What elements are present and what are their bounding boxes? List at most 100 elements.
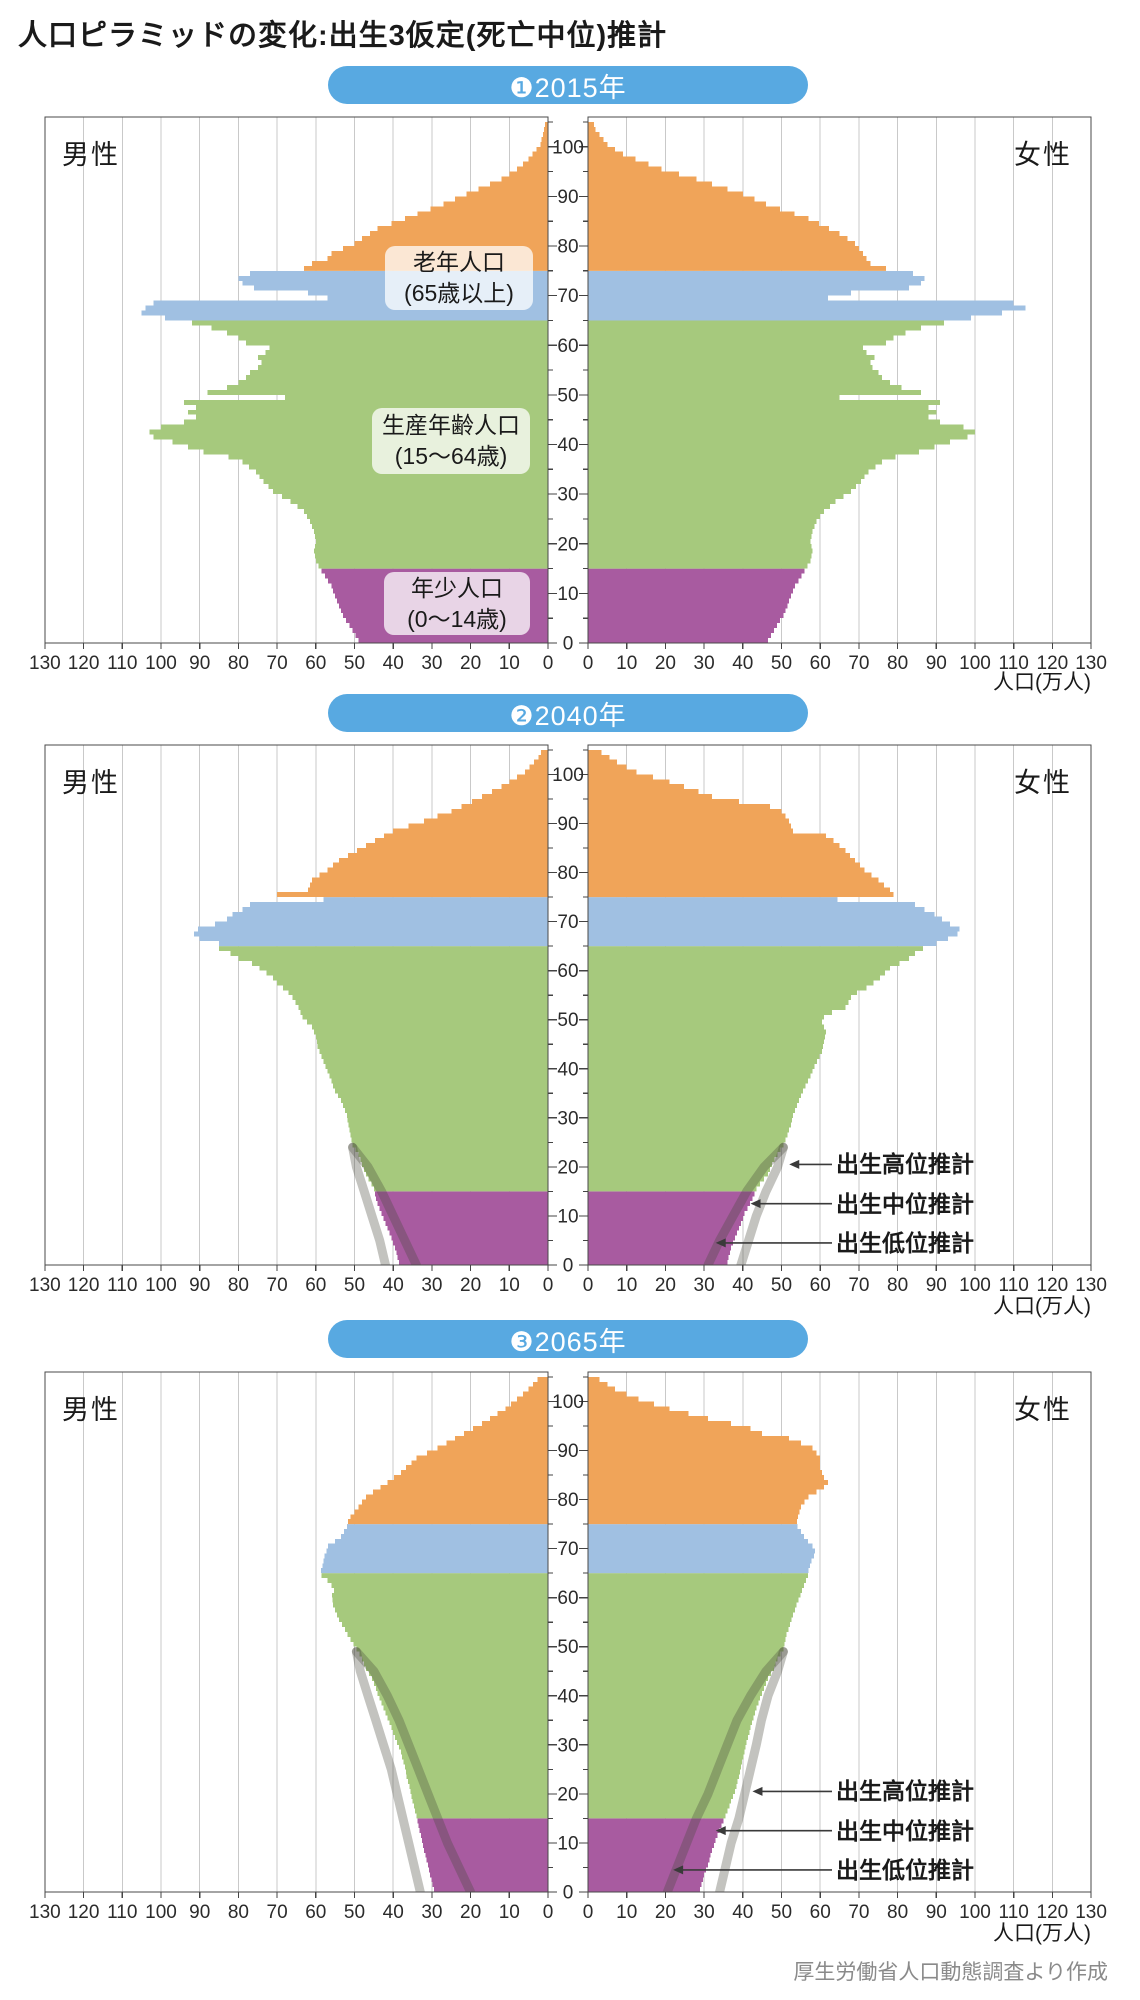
female-label-2065: 女性	[1014, 1395, 1072, 1425]
svg-text:20: 20	[655, 1275, 676, 1296]
legend-young-line2: (0〜14歳)	[407, 605, 507, 632]
svg-text:80: 80	[887, 1275, 908, 1296]
svg-text:120: 120	[68, 1902, 100, 1923]
svg-text:90: 90	[926, 1275, 947, 1296]
svg-text:90: 90	[926, 1902, 947, 1923]
svg-text:10: 10	[557, 584, 578, 605]
svg-text:120: 120	[1037, 1275, 1069, 1296]
svg-text:60: 60	[557, 336, 578, 357]
legend-box-young: 年少人口 (0〜14歳)	[384, 572, 530, 635]
svg-text:70: 70	[557, 1539, 578, 1560]
svg-text:50: 50	[771, 653, 792, 674]
svg-text:60: 60	[810, 1902, 831, 1923]
svg-text:10: 10	[499, 1902, 520, 1923]
svg-text:130: 130	[1075, 1902, 1107, 1923]
svg-text:0: 0	[563, 634, 574, 655]
svg-text:10: 10	[616, 653, 637, 674]
svg-text:40: 40	[383, 1275, 404, 1296]
legend-young-line1: 年少人口	[411, 574, 503, 601]
svg-text:80: 80	[228, 1275, 249, 1296]
male-label-2065: 男性	[62, 1395, 120, 1425]
svg-text:100: 100	[959, 653, 991, 674]
svg-text:40: 40	[557, 1059, 578, 1080]
svg-text:20: 20	[460, 653, 481, 674]
svg-text:120: 120	[68, 1275, 100, 1296]
svg-text:110: 110	[999, 653, 1029, 674]
svg-text:100: 100	[959, 1902, 991, 1923]
svg-text:60: 60	[305, 1275, 326, 1296]
svg-text:0: 0	[563, 1883, 574, 1904]
page-title: 人口ピラミッドの変化:出生3仮定(死亡中位)推計	[18, 20, 668, 52]
panel-pill-2040: ❷2040年	[328, 694, 808, 732]
svg-text:110: 110	[999, 1275, 1029, 1296]
svg-text:110: 110	[107, 1275, 137, 1296]
svg-text:10: 10	[499, 653, 520, 674]
svg-text:30: 30	[421, 1902, 442, 1923]
svg-text:40: 40	[732, 653, 753, 674]
svg-text:40: 40	[732, 1902, 753, 1923]
svg-text:0: 0	[543, 1902, 554, 1923]
svg-text:100: 100	[145, 1902, 177, 1923]
svg-text:90: 90	[189, 1275, 210, 1296]
svg-text:70: 70	[267, 1902, 288, 1923]
svg-text:60: 60	[305, 1902, 326, 1923]
svg-text:40: 40	[732, 1275, 753, 1296]
svg-text:30: 30	[694, 653, 715, 674]
svg-text:120: 120	[1037, 653, 1069, 674]
svg-text:80: 80	[887, 1902, 908, 1923]
legend-box-elderly: 老年人口 (65歳以上)	[385, 246, 533, 310]
svg-text:10: 10	[557, 1833, 578, 1854]
svg-text:20: 20	[460, 1902, 481, 1923]
svg-text:130: 130	[29, 1902, 61, 1923]
svg-text:70: 70	[267, 1275, 288, 1296]
svg-text:30: 30	[694, 1902, 715, 1923]
panel-pill-2065: ❸2065年	[328, 1320, 808, 1358]
svg-text:70: 70	[267, 653, 288, 674]
svg-text:100: 100	[552, 137, 584, 158]
svg-text:10: 10	[557, 1206, 578, 1227]
svg-text:30: 30	[557, 1108, 578, 1129]
x-unit-label-2065: 人口(万人)	[993, 1922, 1091, 1945]
svg-text:20: 20	[557, 1157, 578, 1178]
female-label-2040: 女性	[1014, 768, 1072, 798]
svg-text:80: 80	[557, 863, 578, 884]
svg-text:80: 80	[228, 1902, 249, 1923]
svg-text:50: 50	[771, 1275, 792, 1296]
svg-text:120: 120	[68, 653, 100, 674]
svg-text:100: 100	[552, 1392, 584, 1413]
annotation-birth-high-2065: 出生高位推計	[836, 1778, 974, 1804]
svg-text:70: 70	[848, 1902, 869, 1923]
svg-text:100: 100	[552, 765, 584, 786]
svg-text:10: 10	[616, 1902, 637, 1923]
panel-pill-2015: ❶2015年	[328, 66, 808, 104]
svg-text:60: 60	[557, 961, 578, 982]
svg-text:20: 20	[655, 1902, 676, 1923]
svg-text:50: 50	[557, 1637, 578, 1658]
svg-text:100: 100	[959, 1275, 991, 1296]
svg-text:0: 0	[583, 1902, 594, 1923]
svg-text:60: 60	[810, 1275, 831, 1296]
svg-text:30: 30	[694, 1275, 715, 1296]
svg-text:50: 50	[344, 653, 365, 674]
legend-elderly-line1: 老年人口	[413, 249, 505, 275]
legend-working-line2: (15〜64歳)	[394, 443, 508, 469]
svg-text:0: 0	[543, 1275, 554, 1296]
svg-text:20: 20	[557, 1784, 578, 1805]
svg-text:90: 90	[189, 653, 210, 674]
svg-text:100: 100	[145, 653, 177, 674]
svg-text:100: 100	[145, 1275, 177, 1296]
svg-text:130: 130	[1075, 653, 1107, 674]
svg-text:60: 60	[305, 653, 326, 674]
annotation-birth-high-2040: 出生高位推計	[836, 1151, 974, 1177]
svg-text:20: 20	[460, 1275, 481, 1296]
svg-text:60: 60	[557, 1588, 578, 1609]
svg-text:110: 110	[107, 1902, 137, 1923]
annotation-birth-low-2040: 出生低位推計	[836, 1230, 974, 1256]
svg-text:0: 0	[563, 1256, 574, 1277]
svg-text:40: 40	[383, 1902, 404, 1923]
svg-text:0: 0	[543, 653, 554, 674]
